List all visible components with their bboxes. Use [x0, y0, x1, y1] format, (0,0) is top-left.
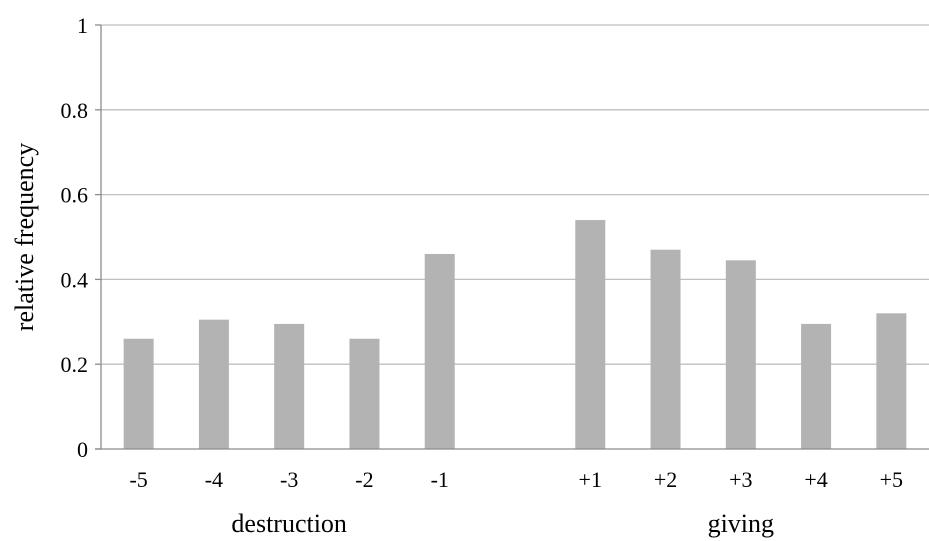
y-tick-label: 0.4 — [61, 267, 89, 292]
bar — [725, 260, 756, 449]
x-tick-label: +4 — [804, 467, 827, 492]
bar — [123, 338, 154, 449]
x-tick-label: -5 — [129, 467, 147, 492]
x-tick-label: +3 — [729, 467, 752, 492]
bar — [575, 220, 606, 449]
x-tick-label: +2 — [654, 467, 677, 492]
y-tick-label: 0 — [77, 437, 88, 462]
y-tick-label: 1 — [77, 13, 88, 38]
y-tick-label: 0.6 — [61, 183, 89, 208]
bar — [424, 253, 455, 449]
labels: 0 0.2 0.4 0.6 0.8 1 -5 -4 -3 -2 -1 +1 +2 +3 +4 +5 destru… — [61, 13, 904, 538]
bar — [349, 338, 380, 449]
group-label: giving — [708, 509, 774, 538]
y-axis-title: relative frequency — [10, 143, 39, 331]
x-tick-label: -1 — [431, 467, 449, 492]
bar — [274, 323, 305, 449]
axes — [95, 24, 929, 450]
x-tick-label: +1 — [579, 467, 602, 492]
bars — [123, 220, 907, 449]
y-tick-label: 0.8 — [61, 98, 89, 123]
x-tick-label: -3 — [280, 467, 298, 492]
bar — [198, 319, 229, 449]
group-label: destruction — [231, 509, 347, 538]
gridlines — [101, 24, 929, 365]
bar — [650, 249, 681, 449]
x-tick-label: -4 — [205, 467, 223, 492]
x-tick-label: -2 — [355, 467, 373, 492]
bar — [801, 323, 832, 449]
bar — [876, 313, 907, 449]
y-tick-label: 0.2 — [61, 352, 89, 377]
x-tick-label: +5 — [880, 467, 903, 492]
